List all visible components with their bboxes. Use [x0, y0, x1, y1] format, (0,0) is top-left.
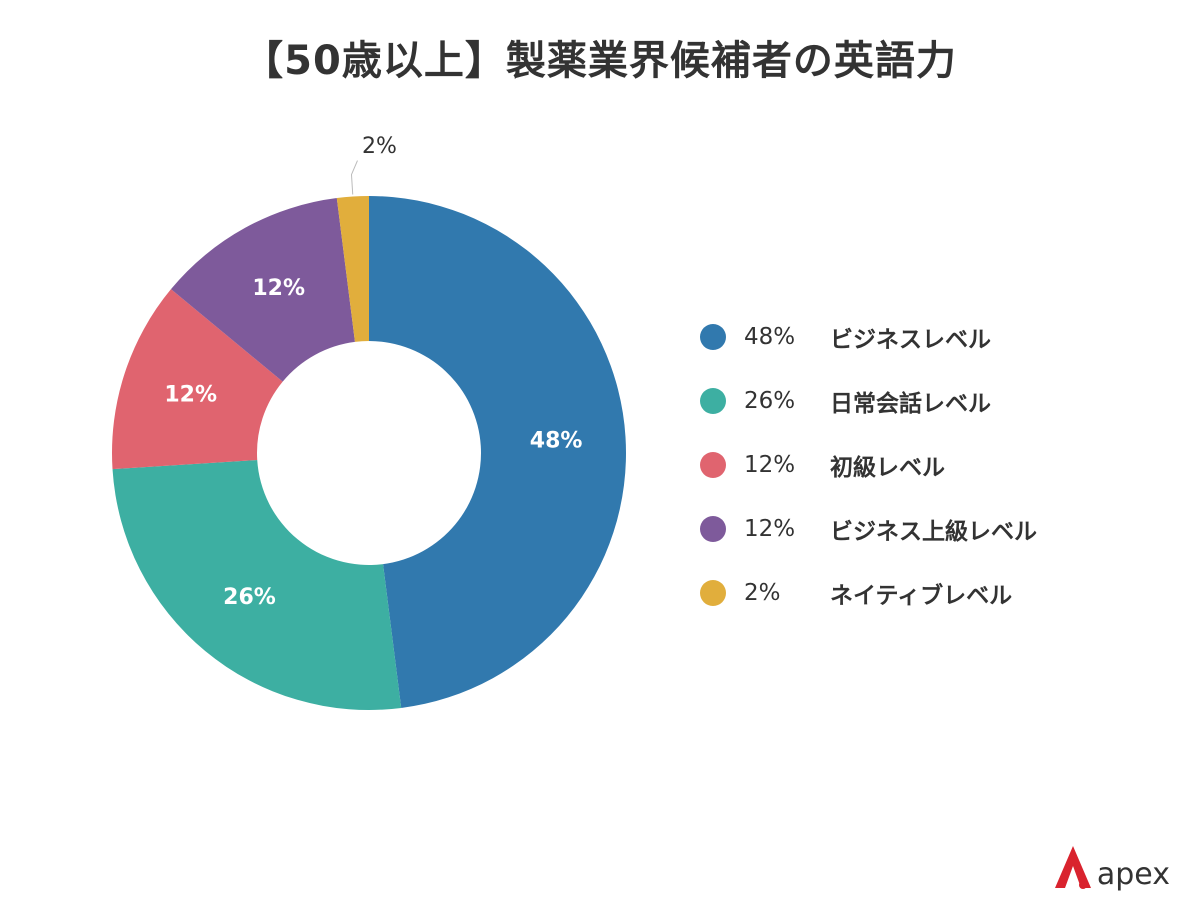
- slice-label: 12%: [252, 276, 305, 301]
- apex-logo-mark-icon: [1054, 846, 1091, 889]
- chart-title: 【50歳以上】製薬業界候補者の英語力: [243, 38, 957, 84]
- legend-percent: 2%: [744, 580, 781, 606]
- legend-percent: 12%: [744, 516, 796, 542]
- slice-beginner: [112, 289, 283, 470]
- legend-swatch: [700, 516, 726, 542]
- legend-percent: 26%: [744, 388, 796, 414]
- slice-label: 2%: [362, 134, 397, 159]
- legend-swatch: [700, 452, 726, 478]
- legend-label: 日常会話レベル: [830, 391, 991, 417]
- legend-item-business: 48% ビジネスレベル: [700, 305, 1160, 369]
- legend-swatch: [700, 324, 726, 350]
- legend-label: ビジネスレベル: [830, 327, 991, 353]
- slice-label: 48%: [530, 429, 583, 454]
- legend-item-native: 2% ネイティブレベル: [700, 561, 1160, 625]
- slice-native: [336, 196, 369, 342]
- slice-label: 12%: [164, 383, 217, 408]
- slice-business: [369, 196, 626, 708]
- legend-percent: 48%: [744, 324, 796, 350]
- legend-item-business-advanced: 12% ビジネス上級レベル: [700, 497, 1160, 561]
- apex-logo-text: apex: [1096, 857, 1170, 892]
- legend: 48% ビジネスレベル 26% 日常会話レベル 12% 初級レベル 12% ビジ…: [700, 305, 1160, 625]
- legend-label: ネイティブレベル: [830, 583, 1013, 609]
- slice-leader-line: [350, 160, 358, 195]
- slice-daily-conversation: [112, 460, 402, 710]
- legend-swatch: [700, 580, 726, 606]
- legend-item-daily-conversation: 26% 日常会話レベル: [700, 369, 1160, 433]
- apex-logo: apex: [1053, 844, 1170, 890]
- legend-label: 初級レベル: [830, 455, 945, 481]
- legend-label: ビジネス上級レベル: [830, 519, 1037, 545]
- legend-percent: 12%: [744, 452, 796, 478]
- slice-label: 26%: [223, 585, 276, 610]
- legend-swatch: [700, 388, 726, 414]
- slice-business-advanced: [170, 198, 355, 382]
- legend-item-beginner: 12% 初級レベル: [700, 433, 1160, 497]
